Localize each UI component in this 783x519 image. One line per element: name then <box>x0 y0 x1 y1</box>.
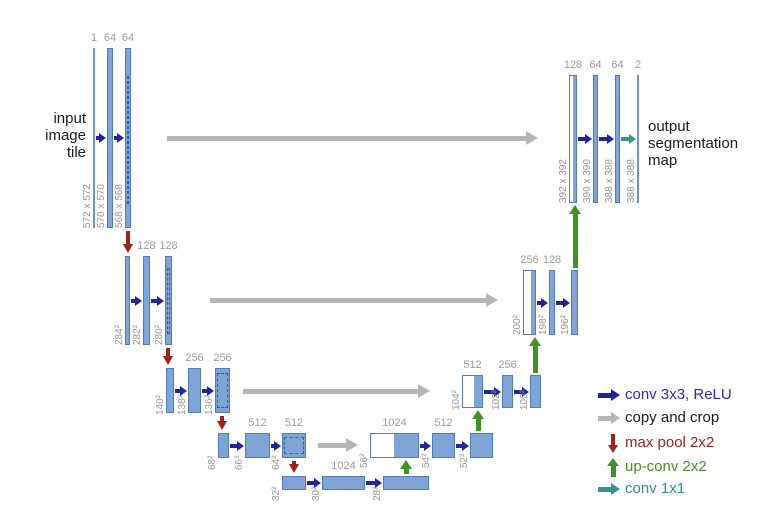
crop-region-dashes <box>127 76 129 204</box>
channel-count-label: 64 <box>589 59 602 71</box>
channel-count-label: 64 <box>103 32 117 44</box>
feature-map-bar <box>370 433 419 458</box>
feature-map-bar <box>383 476 429 490</box>
feature-map-bar <box>530 375 541 408</box>
channel-count-label: 2 <box>634 59 642 71</box>
feature-map-bar <box>93 48 95 228</box>
feature-map-bar <box>615 75 620 203</box>
feature-map-bar <box>462 375 483 408</box>
feature-map-bar <box>125 48 131 228</box>
legend-label: max pool 2x2 <box>625 434 715 451</box>
label-line: map <box>648 152 678 169</box>
legend-label: conv 1x1 <box>625 480 686 497</box>
channel-count-label: 512 <box>248 417 267 429</box>
channel-count-label: 1 <box>90 32 98 44</box>
up-conv-feature-part <box>394 434 418 457</box>
up-conv-feature-part <box>573 76 576 202</box>
feature-map-bar <box>282 433 306 458</box>
feature-map-bar <box>282 476 306 490</box>
channel-count-label: 512 <box>463 359 482 371</box>
feature-map-bar <box>165 256 172 345</box>
feature-map-bar <box>549 270 555 335</box>
channel-count-label: 256 <box>185 352 204 364</box>
channel-count-label: 128 <box>563 59 583 71</box>
feature-map-bar <box>593 75 598 203</box>
channel-count-label: 256 <box>213 352 232 364</box>
legend-label: up-conv 2x2 <box>625 458 707 475</box>
feature-map-bar <box>218 433 229 458</box>
crop-region-dashes <box>167 268 170 334</box>
crop-region-dashes <box>284 437 304 454</box>
channel-count-label: 1024 <box>331 460 356 472</box>
output-segmentation-map-label: output segmentation map <box>648 118 738 169</box>
feature-map-bar <box>637 75 639 203</box>
input-image-tile-label: input image tile <box>10 110 86 161</box>
channel-count-label: 128 <box>137 240 156 252</box>
feature-map-bar <box>245 433 270 458</box>
feature-map-bar <box>107 48 113 228</box>
legend-label: conv 3x3, ReLU <box>625 386 732 403</box>
channel-count-label: 512 <box>284 417 304 429</box>
feature-map-bar <box>502 375 513 408</box>
crop-region-dashes <box>217 373 228 408</box>
channel-count-label: 128 <box>159 240 178 252</box>
channel-count-label: 256 <box>520 254 539 266</box>
channel-count-label: 256 <box>498 359 517 371</box>
feature-map-bar <box>166 368 174 413</box>
feature-map-bar <box>432 433 455 458</box>
label-line: segmentation <box>648 135 739 152</box>
channel-count-label: 1024 <box>382 417 407 429</box>
feature-map-bar <box>523 270 536 335</box>
label-line: output <box>648 118 690 135</box>
up-conv-feature-part <box>531 271 535 334</box>
label-line: image <box>45 127 86 144</box>
channel-count-label: 512 <box>434 417 453 429</box>
up-conv-feature-part <box>474 376 482 407</box>
feature-map-bar <box>125 256 130 345</box>
channel-count-label: 64 <box>121 32 135 44</box>
feature-map-bar <box>569 75 577 203</box>
feature-map-bar <box>470 433 493 458</box>
feature-map-bar <box>143 256 150 345</box>
feature-map-bar <box>215 368 230 413</box>
channel-count-label: 128 <box>542 254 562 266</box>
channel-count-label: 64 <box>611 59 624 71</box>
label-line: tile <box>66 144 86 161</box>
legend-label: copy and crop <box>625 409 720 426</box>
feature-map-bar <box>188 368 201 413</box>
feature-map-bar <box>571 270 578 335</box>
label-line: input <box>53 110 86 127</box>
feature-map-bar <box>322 476 365 490</box>
